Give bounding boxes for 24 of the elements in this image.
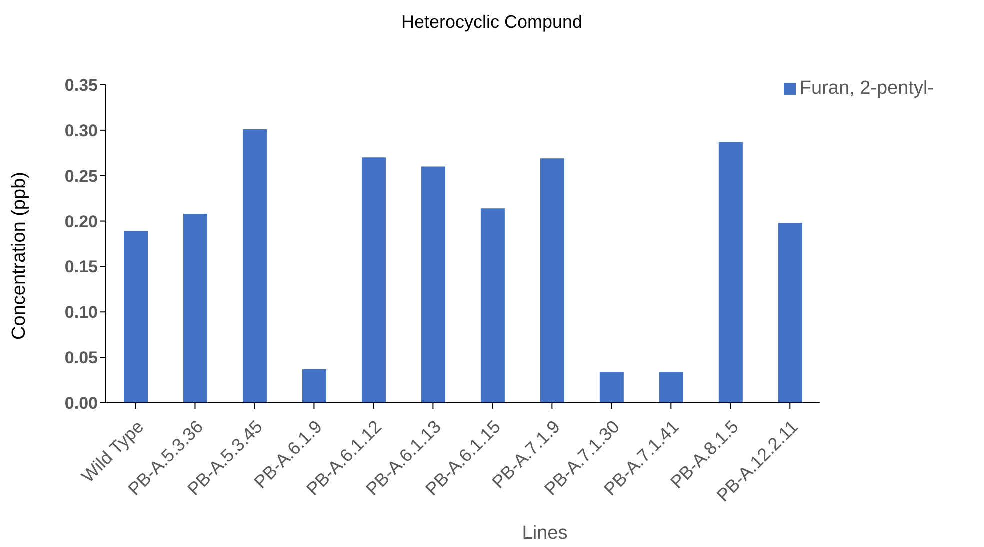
y-axis-title: Concentration (ppb) <box>9 172 31 340</box>
bar <box>659 372 684 403</box>
y-tick-label: 0.35 <box>64 76 98 96</box>
bar <box>480 208 505 403</box>
bar <box>540 158 564 403</box>
bar <box>183 214 208 403</box>
y-tick-label: 0.00 <box>64 394 98 414</box>
chart-title: Heterocyclic Compund <box>400 12 584 33</box>
y-tick-label: 0.10 <box>64 303 98 322</box>
y-tick-label: 0.30 <box>64 121 98 140</box>
bar <box>242 130 267 403</box>
y-tick-label: 0.20 <box>64 212 98 232</box>
bar <box>421 166 446 403</box>
bar <box>600 372 624 403</box>
y-tick-label: 0.05 <box>64 348 98 368</box>
bar <box>362 158 386 403</box>
bar <box>302 369 326 403</box>
x-axis-title: Lines <box>521 523 569 545</box>
bar <box>124 231 148 403</box>
bar <box>718 142 743 403</box>
bar <box>778 223 802 403</box>
y-tick-label: 0.25 <box>64 166 98 186</box>
legend-label: Furan, 2-pentyl- <box>800 78 934 99</box>
y-tick-label: 0.15 <box>64 258 98 277</box>
